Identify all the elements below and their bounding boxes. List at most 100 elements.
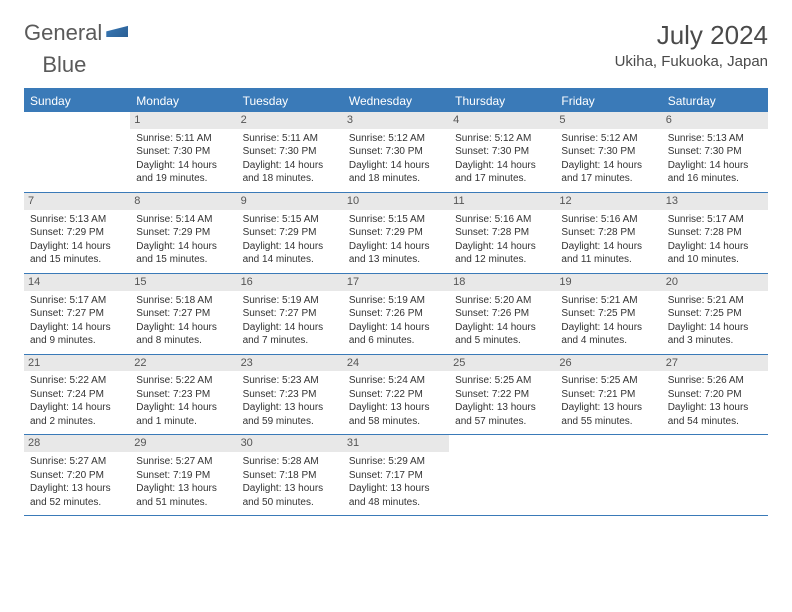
daylight-text: and 15 minutes. [30,253,124,267]
sunset-text: Sunset: 7:27 PM [136,307,230,321]
sunrise-text: Sunrise: 5:12 AM [349,132,443,146]
calendar-cell: 21Sunrise: 5:22 AMSunset: 7:24 PMDayligh… [24,355,130,436]
sunset-text: Sunset: 7:27 PM [30,307,124,321]
sunset-text: Sunset: 7:22 PM [455,388,549,402]
daylight-text: Daylight: 14 hours [349,240,443,254]
daylight-text: Daylight: 13 hours [561,401,655,415]
day-number: 4 [449,112,555,129]
calendar-cell: 22Sunrise: 5:22 AMSunset: 7:23 PMDayligh… [130,355,236,436]
sunrise-text: Sunrise: 5:13 AM [30,213,124,227]
sunset-text: Sunset: 7:28 PM [455,226,549,240]
daylight-text: Daylight: 14 hours [561,159,655,173]
title-block: July 2024 Ukiha, Fukuoka, Japan [615,20,768,70]
day-number: 21 [24,355,130,372]
day-number: 31 [343,435,449,452]
daylight-text: and 15 minutes. [136,253,230,267]
calendar-cell: 2Sunrise: 5:11 AMSunset: 7:30 PMDaylight… [237,112,343,193]
calendar-cell: 6 Sunrise: 5:13 AMSunset: 7:30 PMDaylight… [662,112,768,193]
day-number: 28 [24,435,130,452]
daylight-text: and 55 minutes. [561,415,655,429]
sunrise-text: Sunrise: 5:28 AM [243,455,337,469]
day-number: 1 [130,112,236,129]
sunset-text: Sunset: 7:19 PM [136,469,230,483]
day-header: Sunday [24,90,130,112]
daylight-text: Daylight: 14 hours [349,159,443,173]
daylight-text: Daylight: 14 hours [668,240,762,254]
daylight-text: Daylight: 14 hours [136,321,230,335]
daylight-text: Daylight: 14 hours [455,159,549,173]
sunrise-text: Sunrise: 5:12 AM [455,132,549,146]
sunrise-text: Sunrise: 5:17 AM [668,213,762,227]
daylight-text: and 18 minutes. [349,172,443,186]
day-number: 25 [449,355,555,372]
calendar-cell: 13Sunrise: 5:17 AMSunset: 7:28 PMDayligh… [662,193,768,274]
day-number: 8 [130,193,236,210]
calendar-cell: 18Sunrise: 5:20 AMSunset: 7:26 PMDayligh… [449,274,555,355]
day-number: 29 [130,435,236,452]
sunrise-text: Sunrise: 5:14 AM [136,213,230,227]
sunset-text: Sunset: 7:17 PM [349,469,443,483]
sunset-text: Sunset: 7:30 PM [243,145,337,159]
daylight-text: and 59 minutes. [243,415,337,429]
sunrise-text: Sunrise: 5:21 AM [561,294,655,308]
calendar-cell: 23Sunrise: 5:23 AMSunset: 7:23 PMDayligh… [237,355,343,436]
daylight-text: Daylight: 14 hours [668,321,762,335]
sunset-text: Sunset: 7:24 PM [30,388,124,402]
calendar-cell: 31Sunrise: 5:29 AMSunset: 7:17 PMDayligh… [343,435,449,516]
day-number: 15 [130,274,236,291]
daylight-text: and 57 minutes. [455,415,549,429]
sunset-text: Sunset: 7:28 PM [561,226,655,240]
daylight-text: Daylight: 14 hours [561,240,655,254]
daylight-text: and 11 minutes. [561,253,655,267]
sunset-text: Sunset: 7:30 PM [349,145,443,159]
sunset-text: Sunset: 7:30 PM [668,145,762,159]
daylight-text: Daylight: 14 hours [668,159,762,173]
sunset-text: Sunset: 7:28 PM [668,226,762,240]
day-number: 17 [343,274,449,291]
logo: General [24,20,132,46]
daylight-text: Daylight: 14 hours [30,401,124,415]
calendar-cell: 1Sunrise: 5:11 AMSunset: 7:30 PMDaylight… [130,112,236,193]
sunrise-text: Sunrise: 5:13 AM [668,132,762,146]
logo-text-2: Blue [42,52,86,77]
daylight-text: Daylight: 13 hours [349,482,443,496]
day-number: 10 [343,193,449,210]
sunrise-text: Sunrise: 5:27 AM [136,455,230,469]
sunset-text: Sunset: 7:29 PM [30,226,124,240]
day-number: 6 [662,112,768,129]
daylight-text: Daylight: 14 hours [243,159,337,173]
sunset-text: Sunset: 7:20 PM [30,469,124,483]
day-number: 12 [555,193,661,210]
calendar-cell: 12Sunrise: 5:16 AMSunset: 7:28 PMDayligh… [555,193,661,274]
daylight-text: and 48 minutes. [349,496,443,510]
daylight-text: and 10 minutes. [668,253,762,267]
day-number: 26 [555,355,661,372]
sunrise-text: Sunrise: 5:24 AM [349,374,443,388]
calendar-cell: 27Sunrise: 5:26 AMSunset: 7:20 PMDayligh… [662,355,768,436]
sunset-text: Sunset: 7:30 PM [455,145,549,159]
sunset-text: Sunset: 7:18 PM [243,469,337,483]
day-header: Thursday [449,90,555,112]
sunset-text: Sunset: 7:26 PM [455,307,549,321]
sunrise-text: Sunrise: 5:22 AM [136,374,230,388]
sunrise-text: Sunrise: 5:25 AM [455,374,549,388]
calendar-cell: 4 Sunrise: 5:12 AMSunset: 7:30 PMDaylight… [449,112,555,193]
daylight-text: Daylight: 13 hours [243,401,337,415]
daylight-text: Daylight: 14 hours [136,159,230,173]
sunrise-text: Sunrise: 5:25 AM [561,374,655,388]
daylight-text: Daylight: 14 hours [455,240,549,254]
calendar-cell: . [449,435,555,516]
sunrise-text: Sunrise: 5:11 AM [243,132,337,146]
sunset-text: Sunset: 7:23 PM [243,388,337,402]
daylight-text: Daylight: 14 hours [136,240,230,254]
daylight-text: Daylight: 13 hours [243,482,337,496]
daylight-text: Daylight: 14 hours [561,321,655,335]
day-number: 7 [24,193,130,210]
sunrise-text: Sunrise: 5:15 AM [243,213,337,227]
calendar-cell: 8Sunrise: 5:14 AMSunset: 7:29 PMDaylight… [130,193,236,274]
daylight-text: and 7 minutes. [243,334,337,348]
day-header: Friday [555,90,661,112]
calendar-cell: 3Sunrise: 5:12 AMSunset: 7:30 PMDaylight… [343,112,449,193]
daylight-text: and 58 minutes. [349,415,443,429]
calendar-cell: 20Sunrise: 5:21 AMSunset: 7:25 PMDayligh… [662,274,768,355]
